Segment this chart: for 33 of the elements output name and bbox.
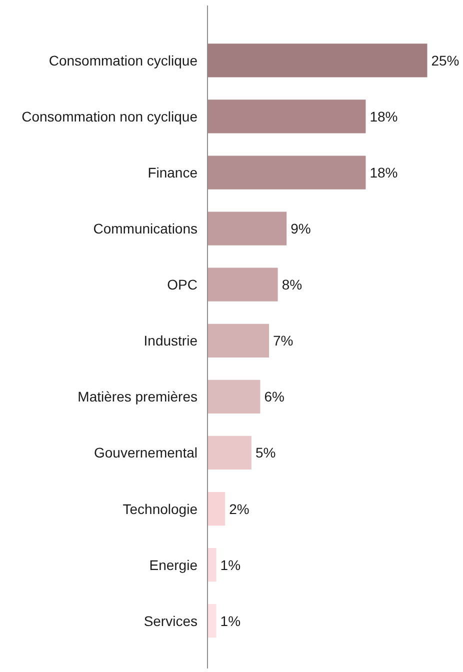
y-tick-label: Services (144, 612, 198, 629)
y-tick-label: Finance (148, 164, 198, 181)
y-tick-label: Consommation cyclique (48, 52, 198, 68)
data-label: 8% (282, 276, 302, 293)
data-label: 2% (229, 500, 250, 517)
bar (208, 548, 216, 582)
bar (208, 100, 366, 134)
data-label: 1% (220, 556, 241, 573)
y-tick-label: Industrie (144, 332, 198, 349)
bar (208, 156, 366, 190)
y-tick-label: Communications (93, 220, 198, 237)
y-tick-label: Energie (149, 556, 198, 573)
data-label: 7% (273, 332, 294, 349)
y-tick-label: Gouvernemental (94, 444, 198, 461)
bar (208, 492, 226, 526)
bar (208, 44, 428, 78)
data-label: 9% (290, 220, 311, 237)
bar (208, 380, 260, 414)
y-tick-label: Consommation non cyclique (22, 108, 198, 124)
data-label: 18% (370, 108, 398, 124)
bar (208, 212, 287, 246)
data-label: 5% (255, 444, 276, 461)
data-label: 18% (370, 164, 398, 181)
bar (208, 436, 252, 470)
y-tick-label: Technologie (122, 500, 198, 517)
y-tick-label: Matières premières (78, 388, 198, 405)
data-label: 1% (220, 612, 241, 629)
data-label: 25% (431, 52, 460, 68)
y-tick-label: OPC (167, 276, 198, 293)
bar (208, 324, 270, 358)
bar (208, 604, 216, 638)
bar (208, 268, 278, 302)
data-label: 6% (264, 388, 284, 405)
